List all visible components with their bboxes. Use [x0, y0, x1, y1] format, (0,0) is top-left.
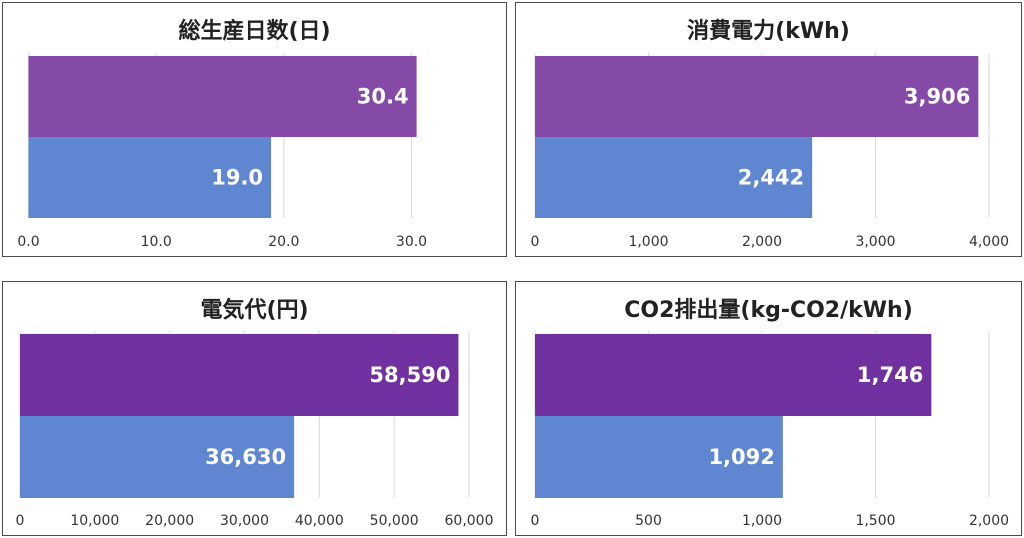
chart-title: 総生産日数(日) [178, 19, 331, 44]
x-tick-label: 2,000 [969, 513, 1009, 529]
bar [20, 416, 295, 498]
chart-panel-electricity-cost: 電気代(円) 58,590 36,630 0 10,000 20,000 30,000 40… [2, 281, 507, 536]
bar-value-label: 1,746 [857, 363, 923, 387]
x-tick-label: 0 [531, 513, 540, 529]
bar-value-label: 19.0 [211, 166, 263, 190]
x-tick-label: 0.0 [17, 234, 39, 250]
chart-plot: 30.4 19.0 0.0 10.0 20.0 30.0 [17, 53, 427, 250]
chart-title: 消費電力(kWh) [687, 19, 850, 44]
bar-value-label: 36,630 [205, 445, 286, 469]
bar [535, 137, 813, 218]
x-tick-label: 0 [16, 513, 25, 529]
x-tick-label: 30,000 [220, 513, 269, 529]
x-tick-label: 20,000 [145, 513, 194, 529]
chart-panel-power-consumption: 消費電力(kWh) 3,906 2,442 0 1,000 2,000 3,000 4,00… [515, 2, 1022, 257]
chart-title: CO2排出量(kg-CO2/kWh) [624, 298, 913, 323]
x-tick-label: 3,000 [855, 234, 895, 250]
bar [535, 416, 783, 498]
x-tick-label: 30.0 [396, 234, 427, 250]
bar [28, 137, 272, 218]
bar-value-label: 1,092 [708, 445, 774, 469]
x-tick-label: 50,000 [370, 513, 419, 529]
x-tick-label: 10,000 [70, 513, 119, 529]
bar [535, 56, 979, 137]
bar-value-label: 2,442 [738, 166, 804, 190]
bar-value-label: 3,906 [904, 85, 970, 109]
bar [20, 334, 459, 416]
x-tick-label: 20.0 [268, 234, 299, 250]
chart-panel-co2-emissions: CO2排出量(kg-CO2/kWh) 1,746 1,092 0 500 1,000 1,… [515, 281, 1022, 536]
chart-panel-production-days: 総生産日数(日) 30.4 19.0 0.0 10.0 20.0 30.0 [2, 2, 507, 257]
x-tick-label: 1,500 [855, 513, 895, 529]
chart-plot: 58,590 36,630 0 10,000 20,000 30,000 40,000 50,… [16, 331, 494, 529]
bar-value-label: 30.4 [357, 85, 409, 109]
bar [28, 56, 417, 137]
bar [535, 334, 932, 416]
x-tick-label: 60,000 [445, 513, 494, 529]
x-tick-label: 2,000 [742, 234, 782, 250]
chart-plot: 3,906 2,442 0 1,000 2,000 3,000 4,000 [531, 53, 1009, 250]
x-tick-label: 1,000 [742, 513, 782, 529]
x-tick-label: 500 [635, 513, 662, 529]
x-tick-label: 1,000 [628, 234, 668, 250]
x-tick-label: 4,000 [969, 234, 1009, 250]
x-tick-label: 0 [531, 234, 540, 250]
chart-title: 電気代(円) [200, 298, 309, 323]
x-tick-label: 10.0 [141, 234, 172, 250]
chart-plot: 1,746 1,092 0 500 1,000 1,500 2,000 [531, 331, 1009, 529]
bar-value-label: 58,590 [369, 363, 450, 387]
x-tick-label: 40,000 [295, 513, 344, 529]
